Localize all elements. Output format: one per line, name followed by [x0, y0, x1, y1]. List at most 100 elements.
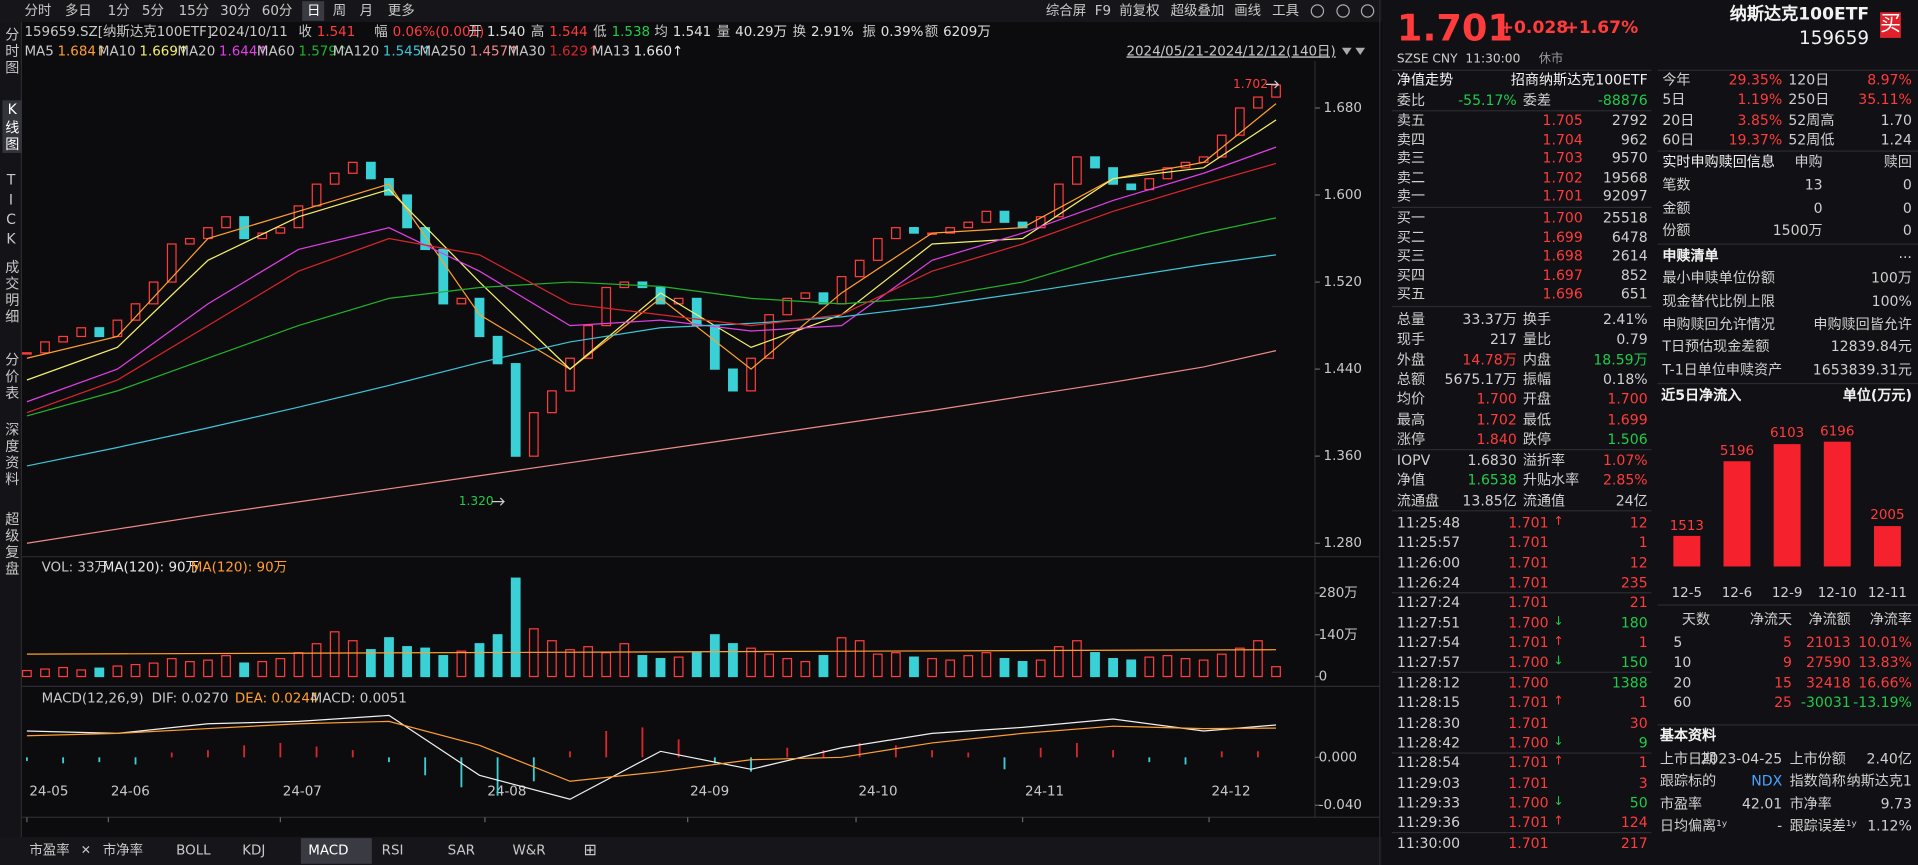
volume-bar — [800, 660, 811, 678]
period-tab[interactable]: 15分 — [179, 3, 210, 19]
flow-bar — [1723, 461, 1751, 567]
volume-bar — [112, 665, 123, 678]
trade-arrow: ↑ — [1553, 695, 1564, 709]
label: 振幅 — [1522, 370, 1552, 388]
volume-bar — [673, 656, 684, 678]
quote-label: 均 — [654, 24, 667, 40]
value: 100万 — [1870, 269, 1912, 287]
period-tab[interactable]: 60分 — [262, 3, 293, 19]
period-tab[interactable]: 周 — [333, 4, 346, 19]
trade-arrow: ↓ — [1553, 655, 1564, 669]
table-cell: 32418 — [1805, 673, 1851, 691]
period-tab[interactable]: 多日 — [65, 2, 92, 19]
value: -88876 — [1597, 91, 1648, 109]
volume-bar — [691, 652, 702, 678]
tool-tab[interactable]: 综合屏 — [1046, 3, 1086, 19]
quote-label: 收 — [298, 24, 311, 40]
bottom-tab[interactable]: KDJ — [242, 843, 265, 858]
candle — [492, 335, 503, 365]
trade-price: 1.701 — [1508, 533, 1549, 551]
bottom-tab[interactable]: SAR — [448, 843, 475, 858]
candle — [456, 297, 467, 305]
volume-bar — [1271, 666, 1281, 678]
security-name: 纳斯达克100ETF — [1729, 4, 1870, 25]
trade-price: 1.701 — [1508, 813, 1549, 832]
tool-tab[interactable]: 画线 — [1234, 3, 1261, 19]
separator — [1392, 672, 1652, 674]
bottom-tab[interactable]: RSI — [382, 843, 404, 858]
candle — [637, 281, 648, 289]
label: 120日 — [1788, 70, 1830, 89]
volume: 2792 — [1611, 111, 1648, 129]
bottom-tab[interactable]: BOLL — [176, 843, 211, 858]
bottom-tab[interactable]: 市盈率 — [29, 841, 69, 858]
side-tab[interactable]: 深度资料 — [3, 422, 21, 489]
table-cell: 5 — [1673, 633, 1683, 651]
label: 市净率 — [1789, 794, 1832, 812]
trade-time: 11:27:54 — [1396, 633, 1461, 652]
candle — [420, 227, 431, 251]
buy-button[interactable]: 买 — [1880, 11, 1901, 38]
volume-bar — [130, 663, 141, 678]
period-tab[interactable]: 1分 — [108, 3, 130, 19]
label: 250日 — [1788, 90, 1830, 109]
volume: 6478 — [1611, 228, 1648, 246]
period-tab[interactable]: 更多 — [388, 2, 415, 19]
ma-line — [26, 146, 1277, 403]
value: 1.6830 — [1467, 451, 1517, 469]
candle — [510, 363, 521, 457]
book-header: 净值走势 — [1396, 70, 1454, 89]
separator — [1392, 832, 1652, 834]
period-tab[interactable]: 分时 — [24, 3, 51, 19]
trade-price: 1.701 — [1508, 593, 1549, 611]
value: 1.07% — [1602, 451, 1648, 469]
candle — [800, 292, 811, 300]
period-tab[interactable]: 5分 — [142, 3, 164, 19]
label: 买五 — [1396, 285, 1426, 303]
candle — [999, 210, 1010, 223]
trade-price: 1.701 — [1508, 833, 1549, 852]
label: 金额 — [1662, 198, 1691, 216]
label: 最小申赎单位份额 — [1662, 269, 1775, 287]
flow-value: 6196 — [1820, 422, 1855, 439]
bottom-tab[interactable]: 市净率 — [103, 841, 143, 858]
tool-tab[interactable]: F9 — [1095, 4, 1111, 19]
volume-bar — [402, 646, 412, 678]
label: 跟踪误差¹ʸ — [1789, 817, 1857, 835]
candle — [76, 327, 87, 338]
chart-area: » ⊞ ✕ 分时多日1分5分15分30分60分日周月更多综合屏F9前复权超级叠加… — [0, 0, 1383, 865]
label: 量比 — [1522, 330, 1552, 348]
trade-price: 1.700 — [1508, 733, 1549, 752]
side-tab[interactable]: 超级复盘 — [3, 511, 21, 578]
bottom-tab[interactable]: W&R — [513, 843, 546, 858]
volume-bar — [293, 652, 304, 678]
trade-time: 11:28:30 — [1396, 713, 1461, 732]
side-tab[interactable]: 成交明细 — [3, 259, 21, 326]
tool-tab[interactable]: 超级叠加 — [1171, 3, 1225, 19]
tool-tab[interactable]: 工具 — [1272, 4, 1299, 19]
period-tab[interactable]: 月 — [360, 4, 373, 19]
side-tab[interactable]: 分时图 — [3, 26, 21, 77]
side-tab[interactable]: TICK — [2, 171, 20, 250]
side-tab[interactable]: K线图 — [2, 100, 23, 153]
volume-bar — [1090, 652, 1100, 678]
x-tick-label: 24-05 — [29, 785, 68, 800]
candle — [22, 352, 32, 355]
period-tab[interactable]: 日 — [307, 4, 320, 19]
period-tab[interactable]: 30分 — [220, 3, 251, 19]
trade-price: 1.700 — [1508, 793, 1549, 812]
side-tab[interactable]: 分价表 — [3, 352, 21, 402]
candle — [583, 324, 594, 359]
x-tick-label: 24-09 — [690, 785, 729, 800]
table-cell: 9 — [1783, 653, 1793, 671]
separator — [1392, 206, 1652, 208]
candle — [94, 327, 105, 338]
volume: 92097 — [1602, 187, 1648, 205]
label: 卖三 — [1396, 149, 1426, 167]
volume-bar — [909, 656, 919, 678]
bottom-tab[interactable]: MACD — [308, 843, 348, 858]
volume-bar — [1198, 659, 1209, 678]
tool-tab[interactable]: 前复权 — [1119, 2, 1159, 19]
volume-bar — [492, 634, 503, 678]
more: ... — [1898, 244, 1912, 262]
